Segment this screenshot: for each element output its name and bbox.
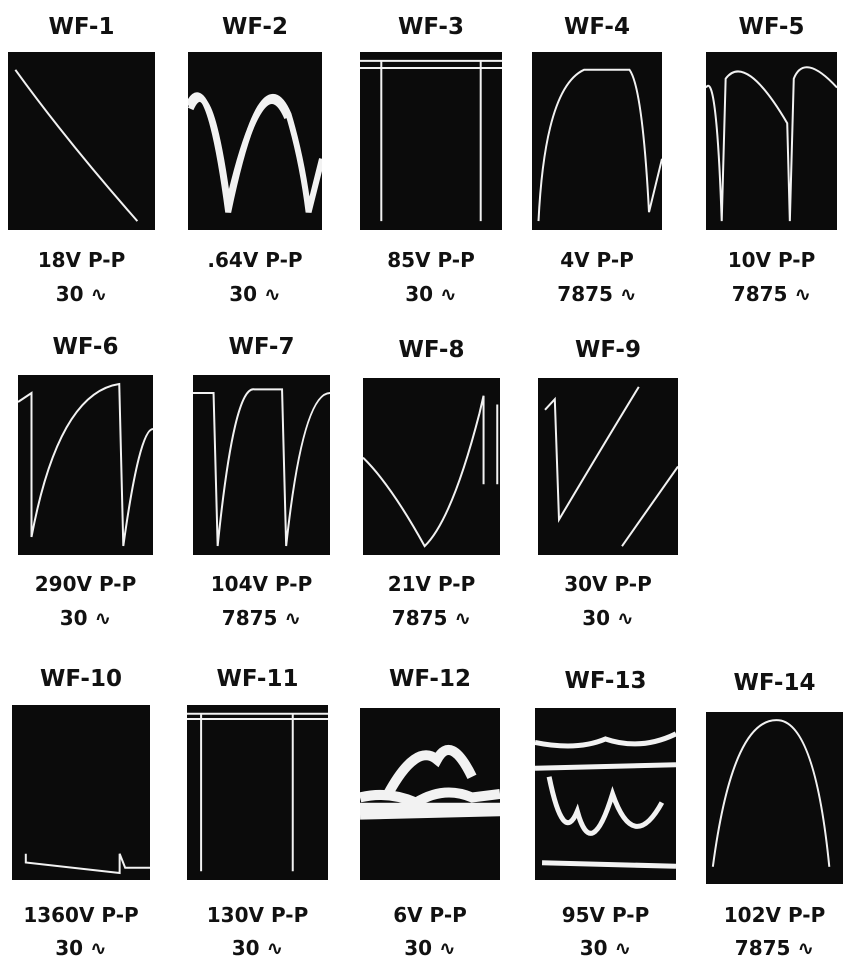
oscillogram bbox=[363, 378, 500, 555]
waveform-label: WF-13 bbox=[564, 668, 647, 694]
waveform-label: WF-8 bbox=[398, 337, 465, 363]
frequency-label: 30 ∿ bbox=[404, 936, 456, 960]
frequency-label: 30 ∿ bbox=[579, 936, 632, 960]
trace bbox=[539, 70, 663, 221]
waveform-label: WF-3 bbox=[398, 14, 464, 40]
trace bbox=[535, 765, 676, 768]
oscillogram bbox=[193, 375, 330, 555]
frequency-label: 30 ∿ bbox=[405, 282, 457, 306]
waveform-label: WF-12 bbox=[389, 666, 471, 692]
frequency-label: 30 ∿ bbox=[229, 282, 281, 306]
voltage-label: 130V P-P bbox=[206, 903, 309, 927]
oscillogram bbox=[18, 375, 153, 555]
voltage-label: 95V P-P bbox=[561, 903, 650, 927]
voltage-label: 30V P-P bbox=[564, 572, 652, 596]
frequency-label: 7875 ∿ bbox=[734, 936, 815, 960]
voltage-label: .64V P-P bbox=[207, 248, 303, 272]
oscillogram bbox=[535, 708, 676, 880]
trace bbox=[545, 387, 639, 520]
frequency-label: 30 ∿ bbox=[55, 282, 108, 306]
voltage-label: 104V P-P bbox=[210, 572, 313, 596]
frequency-label: 30 ∿ bbox=[231, 936, 284, 960]
voltage-label: 4V P-P bbox=[560, 248, 634, 272]
oscillogram bbox=[360, 708, 500, 880]
waveform-label: WF-14 bbox=[733, 670, 816, 696]
waveform-label: WF-11 bbox=[216, 666, 299, 692]
trace bbox=[542, 863, 676, 866]
frequency-label: 7875 ∿ bbox=[391, 606, 472, 630]
voltage-label: 6V P-P bbox=[393, 903, 467, 927]
waveform-label: WF-6 bbox=[52, 334, 119, 360]
frequency-label: 7875 ∿ bbox=[731, 282, 812, 306]
oscillogram bbox=[188, 52, 322, 230]
trace bbox=[388, 750, 472, 794]
waveform-label: WF-9 bbox=[575, 337, 641, 363]
oscillogram bbox=[706, 712, 843, 884]
trace bbox=[360, 792, 500, 802]
oscillogram bbox=[8, 52, 155, 230]
oscillogram bbox=[187, 705, 328, 880]
trace bbox=[706, 67, 837, 221]
waveform-label: WF-4 bbox=[564, 14, 630, 40]
frequency-label: 30 ∿ bbox=[55, 936, 107, 960]
trace bbox=[26, 854, 150, 873]
waveform-label: WF-2 bbox=[222, 14, 288, 40]
voltage-label: 290V P-P bbox=[34, 572, 137, 596]
frequency-label: 7875 ∿ bbox=[557, 282, 637, 306]
frequency-label: 30 ∿ bbox=[59, 606, 112, 630]
trace bbox=[363, 396, 484, 546]
voltage-label: 18V P-P bbox=[37, 248, 126, 272]
trace bbox=[15, 70, 137, 221]
voltage-label: 10V P-P bbox=[727, 248, 816, 272]
oscillogram bbox=[538, 378, 678, 555]
trace bbox=[549, 777, 662, 834]
trace bbox=[535, 734, 676, 746]
waveform-label: WF-7 bbox=[228, 334, 295, 360]
trace bbox=[18, 384, 153, 546]
waveform-label: WF-1 bbox=[48, 14, 115, 40]
voltage-label: 21V P-P bbox=[387, 572, 476, 596]
oscillogram bbox=[706, 52, 837, 230]
trace bbox=[622, 467, 678, 547]
waveform-label: WF-10 bbox=[40, 666, 122, 692]
voltage-label: 1360V P-P bbox=[23, 903, 139, 927]
oscillogram bbox=[532, 52, 662, 230]
frequency-label: 30 ∿ bbox=[582, 606, 634, 630]
waveform-label: WF-5 bbox=[738, 14, 805, 40]
trace bbox=[193, 389, 330, 546]
oscillogram bbox=[12, 705, 150, 880]
voltage-label: 85V P-P bbox=[387, 248, 475, 272]
trace bbox=[360, 811, 500, 814]
trace bbox=[713, 720, 829, 867]
voltage-label: 102V P-P bbox=[723, 903, 826, 927]
frequency-label: 7875 ∿ bbox=[221, 606, 302, 630]
trace bbox=[191, 99, 287, 205]
oscillogram bbox=[360, 52, 502, 230]
